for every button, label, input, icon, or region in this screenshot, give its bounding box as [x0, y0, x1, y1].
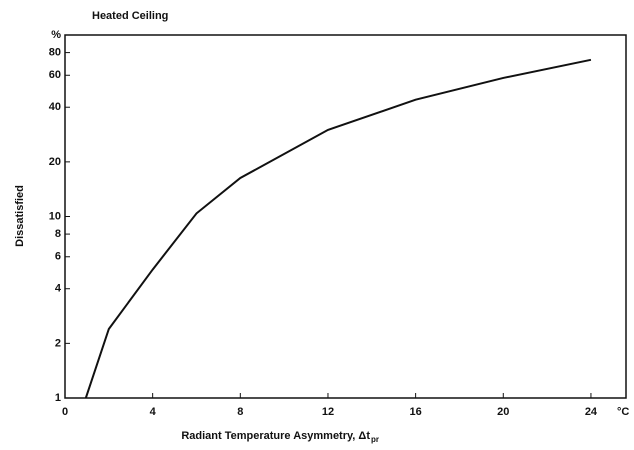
y-tick-label: 20	[49, 156, 61, 168]
y-axis-label: Dissatisfied	[14, 185, 26, 247]
x-tick-label: 20	[497, 406, 509, 418]
x-tick-label: 12	[322, 406, 334, 418]
x-tick-label: 4	[150, 406, 157, 418]
plot-frame	[64, 34, 627, 399]
y-tick-label: 6	[55, 251, 61, 263]
y-tick-label: 80	[49, 46, 61, 58]
x-axis-unit: °C	[617, 406, 629, 418]
x-tick-label: 0	[62, 406, 68, 418]
x-tick-label: 16	[410, 406, 422, 418]
y-tick-label: 4	[55, 283, 62, 295]
y-tick-label: 1	[55, 392, 61, 404]
curve	[84, 58, 592, 399]
y-tick-label: 2	[55, 337, 61, 349]
y-tick-label: 10	[49, 210, 61, 222]
y-tick-label: 40	[49, 101, 61, 113]
x-tick-label: 24	[585, 406, 598, 418]
x-axis-label-subscript: pr	[371, 435, 379, 444]
y-tick-label: 8	[55, 228, 61, 240]
x-axis-label: Radiant Temperature Asymmetry, Δt	[181, 430, 370, 442]
chart-title: Heated Ceiling	[92, 10, 168, 22]
y-tick-label: %	[51, 29, 61, 41]
x-tick-label: 8	[237, 406, 243, 418]
y-tick-label: 60	[49, 69, 61, 81]
